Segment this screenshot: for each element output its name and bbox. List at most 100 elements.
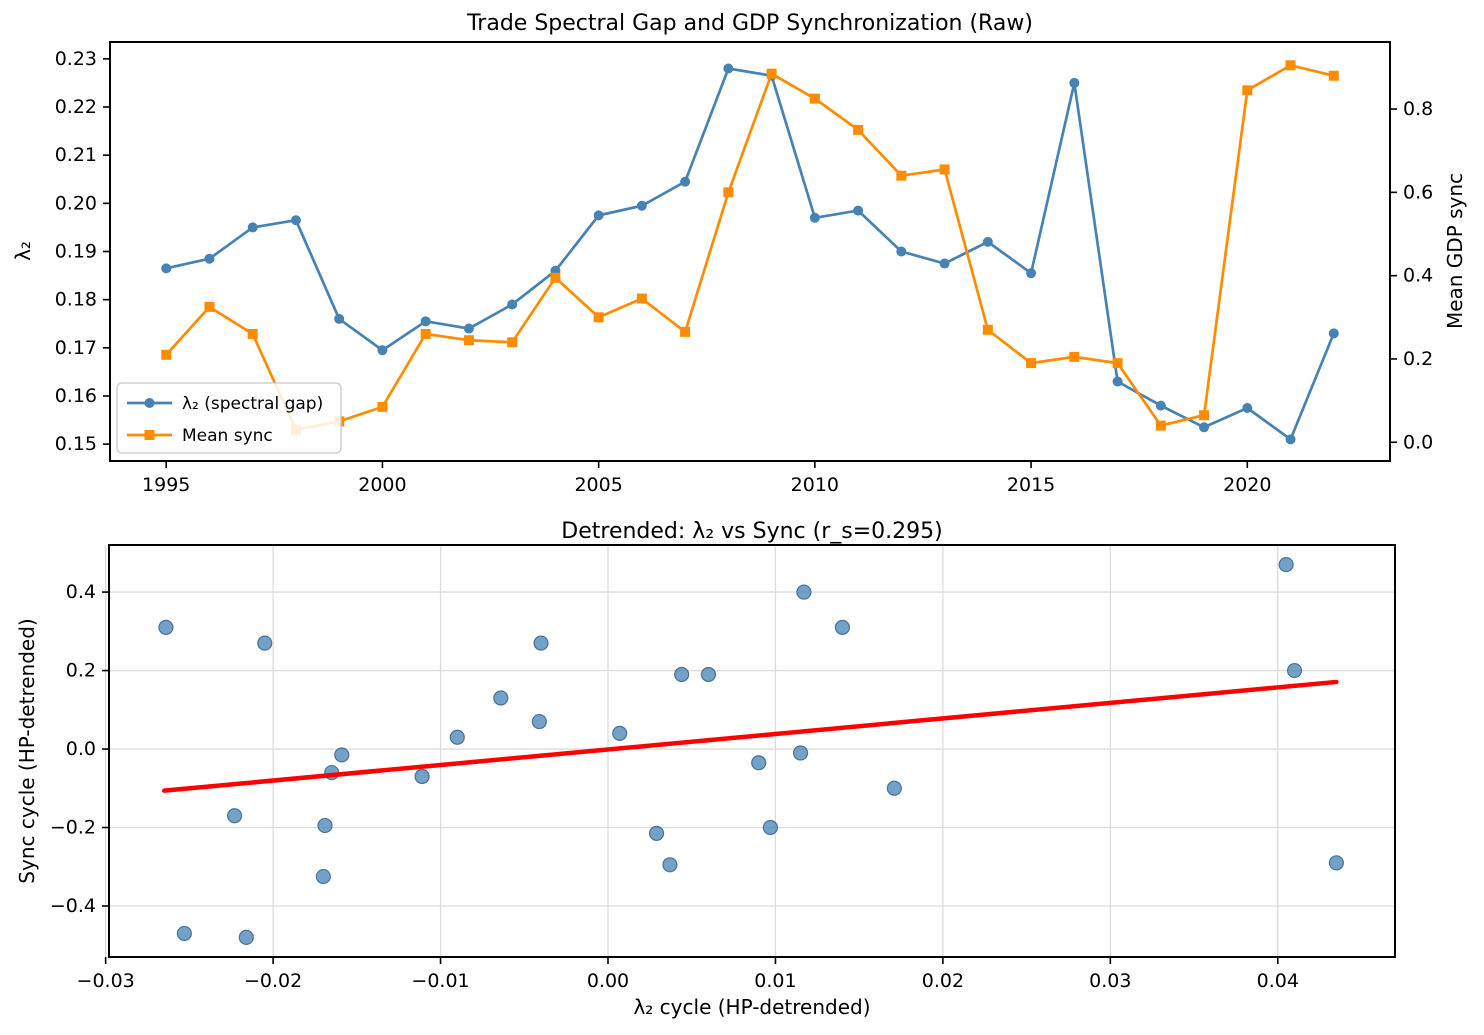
- legend-label-lambda2: λ₂ (spectral gap): [182, 394, 323, 414]
- lambda2-point: [723, 63, 734, 74]
- top-chart-title: Trade Spectral Gap and GDP Synchronizati…: [466, 11, 1033, 36]
- lambda2-point: [290, 215, 301, 226]
- scatter-point: [315, 868, 331, 885]
- x-tick-label: 0.04: [1257, 970, 1299, 992]
- top-right-axis-label: Mean GDP sync: [1443, 173, 1467, 329]
- x-tick-label: 0.02: [922, 970, 964, 992]
- scatter-point: [533, 635, 549, 651]
- lambda2-point: [939, 258, 950, 269]
- legend-label-mean-sync: Mean sync: [182, 426, 273, 446]
- legend-box: [116, 382, 342, 454]
- top-chart-geometry: 1995 2000 2005 2010 2015 2020 0.15 0.16 0.17 0.18…: [55, 41, 1433, 496]
- scatter-point: [317, 817, 333, 834]
- x-tick-label: −0.03: [77, 970, 135, 992]
- lambda2-point: [377, 345, 388, 356]
- scatter-point: [796, 584, 812, 600]
- bottom-chart-title: Detrended: λ₂ vs Sync (r_s=0.295): [561, 519, 942, 544]
- top-left-axis-label: λ₂: [11, 241, 35, 261]
- mean-sync-point: [593, 312, 604, 323]
- left-tick-label: 0.15: [55, 433, 97, 455]
- right-tick-label: 0.6: [1403, 181, 1433, 203]
- lambda2-line: [165, 67, 1336, 441]
- lambda2-point: [334, 313, 345, 324]
- scatter-point: [449, 729, 465, 745]
- x-tick-label: 0.03: [1089, 970, 1131, 992]
- scatter-point: [792, 745, 809, 761]
- lambda2-point: [982, 236, 993, 247]
- lambda2-point: [809, 212, 820, 223]
- right-tick-label: 0.4: [1403, 265, 1433, 287]
- left-tick-label: 0.21: [55, 144, 97, 166]
- scatter-point: [674, 666, 690, 683]
- x-tick-label: 2020: [1223, 474, 1271, 496]
- scatter-point: [531, 713, 547, 730]
- y-tick-label: 0.2: [66, 660, 96, 682]
- scatter-point: [334, 747, 350, 763]
- left-tick-label: 0.19: [55, 241, 97, 263]
- left-tick-label: 0.22: [55, 96, 97, 118]
- lambda2-point: [161, 263, 172, 274]
- scatter-point: [1286, 662, 1303, 679]
- x-tick-label: 0.00: [587, 970, 629, 992]
- y-tick-label: −0.4: [50, 895, 96, 917]
- x-tick-label: −0.02: [244, 970, 302, 992]
- scatter-point: [751, 755, 767, 771]
- trend-line: [162, 679, 1339, 793]
- x-tick-label: −0.01: [411, 970, 469, 992]
- x-tick-label: 2000: [358, 474, 406, 496]
- mean-sync-point: [247, 328, 258, 339]
- scatter-point: [648, 825, 665, 841]
- scatter-point: [762, 819, 779, 836]
- left-tick-label: 0.23: [55, 48, 97, 70]
- mean-sync-point: [1112, 358, 1123, 369]
- lambda2-point: [680, 176, 691, 187]
- mean-sync-point: [896, 170, 907, 181]
- legend: λ₂ (spectral gap) Mean sync: [116, 382, 342, 454]
- mean-sync-point: [766, 68, 777, 79]
- scatter-point: [662, 857, 678, 873]
- mean-sync-point: [723, 187, 734, 198]
- lambda2-point: [1285, 434, 1296, 445]
- lambda2-point: [1069, 77, 1080, 88]
- mean-sync-point: [420, 328, 431, 339]
- lambda2-point: [247, 222, 258, 233]
- mean-sync-point: [853, 124, 864, 135]
- right-tick-label: 0.2: [1403, 348, 1433, 370]
- lambda2-point: [1242, 403, 1253, 414]
- scatter-point: [834, 619, 851, 636]
- x-tick-label: 1995: [142, 474, 190, 496]
- legend-square-marker-icon: [144, 430, 155, 440]
- left-tick-label: 0.20: [55, 192, 97, 214]
- left-tick-label: 0.18: [55, 289, 97, 311]
- right-tick-label: 0.8: [1403, 98, 1433, 120]
- mean-sync-point: [463, 335, 474, 346]
- legend-circle-marker-icon: [144, 398, 155, 408]
- lambda2-point: [1155, 400, 1166, 411]
- lambda2-point: [507, 299, 518, 310]
- scatter-point: [493, 690, 509, 706]
- bottom-x-axis-label: λ₂ cycle (HP-detrended): [633, 995, 870, 1019]
- scatter-point: [1328, 855, 1344, 871]
- bottom-chart: −0.03 −0.02 −0.01 0.00 0.01 0.02 0.03 0.04 −0.4 −…: [15, 519, 1396, 1019]
- lambda2-point: [1112, 376, 1123, 387]
- lambda2-point: [420, 316, 431, 327]
- bottom-chart-geometry: −0.03 −0.02 −0.01 0.00 0.01 0.02 0.03 0.04 −0.4 −…: [50, 544, 1396, 992]
- mean-sync-point: [982, 324, 993, 335]
- mean-sync-point: [1242, 85, 1253, 96]
- left-tick-label: 0.16: [55, 385, 97, 407]
- mean-sync-point: [1199, 410, 1210, 421]
- mean-sync-point: [161, 349, 172, 360]
- y-tick-label: −0.2: [50, 817, 96, 839]
- mean-sync-point: [1069, 351, 1080, 362]
- mean-sync-point: [1155, 420, 1166, 431]
- plot-border: [108, 544, 1396, 958]
- mean-sync-point: [636, 293, 647, 304]
- lambda2-point: [1199, 422, 1210, 433]
- top-chart: 1995 2000 2005 2010 2015 2020 0.15 0.16 0.17 0.18…: [11, 11, 1467, 496]
- lambda2-point: [463, 323, 474, 334]
- mean-sync-point: [507, 337, 518, 348]
- right-tick-label: 0.0: [1403, 431, 1433, 453]
- mean-sync-point: [809, 93, 820, 104]
- scatter-point: [700, 666, 717, 683]
- scatter-point: [612, 725, 628, 741]
